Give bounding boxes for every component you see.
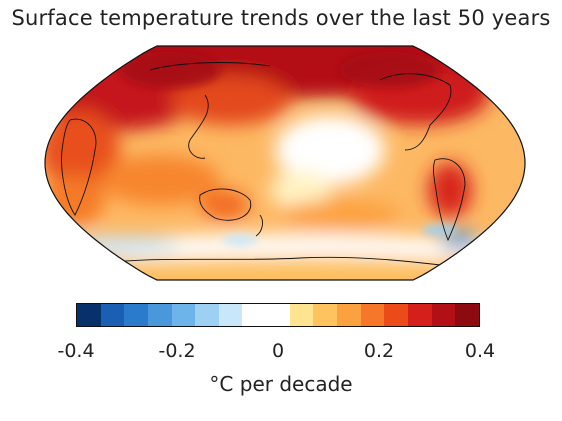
trend-patch-south-pacific [270,170,330,210]
trend-patch-cool-west [60,236,180,254]
coastline-north-america [379,73,452,151]
colorbar-unit-label: °C per decade [209,372,353,396]
trend-patch-southern-pacific [280,200,400,230]
coastline-africa [61,118,97,216]
trend-detail-siberia [120,52,220,88]
colorbar-swatch [431,304,456,326]
map-title: Surface temperature trends over the last… [11,6,551,30]
coastline-siberia [149,62,271,71]
colorbar [76,303,480,327]
map-boundary [44,45,526,281]
colorbar-swatch [77,304,101,326]
colorbar-swatch [384,304,408,326]
trend-patch-africa [45,110,120,190]
trend-patch-australia [200,190,250,220]
trend-patch-south-africa [45,175,105,225]
trend-detail [120,52,458,246]
colorbar-tick-label: 0.4 [464,340,496,362]
coastline-antarctica [89,256,481,271]
trend-field [45,46,525,280]
coastlines [61,62,481,271]
coastline-new-zealand [255,214,263,237]
trend-patches [45,46,525,280]
colorbar-tick-label: 0.2 [363,340,395,362]
trend-patch-north-pacific-west [170,75,290,125]
trend-detail-canada [340,52,440,88]
colorbar-swatch [100,304,125,326]
colorbar-swatch [124,304,148,326]
colorbar-swatch [242,304,267,326]
colorbar-swatch [337,304,361,326]
trend-patch-east-pacific [275,115,385,185]
colorbar-swatch [313,304,338,326]
colorbar-tick-label: 0 [271,340,285,362]
colorbar-swatch [360,304,385,326]
colorbar-swatch [266,304,290,326]
trend-detail-tasman [222,234,258,246]
colorbar-swatch [289,304,314,326]
colorbar-swatch [218,304,243,326]
colorbar-swatch [147,304,172,326]
coastline-australia [199,188,252,221]
colorbar-swatch [171,304,196,326]
colorbar-swatch [195,304,219,326]
colorbar-swatch [455,304,479,326]
colorbar-swatch [407,304,432,326]
trend-patch-indian-ocean [100,155,220,205]
trend-patch-south-america [428,162,472,218]
coastline-south-america [433,158,466,242]
colorbar-tick-label: -0.4 [57,340,95,362]
trend-detail-drake [422,224,458,236]
colorbar-tick-label: -0.2 [158,340,196,362]
coastline-east-asia [188,94,209,159]
